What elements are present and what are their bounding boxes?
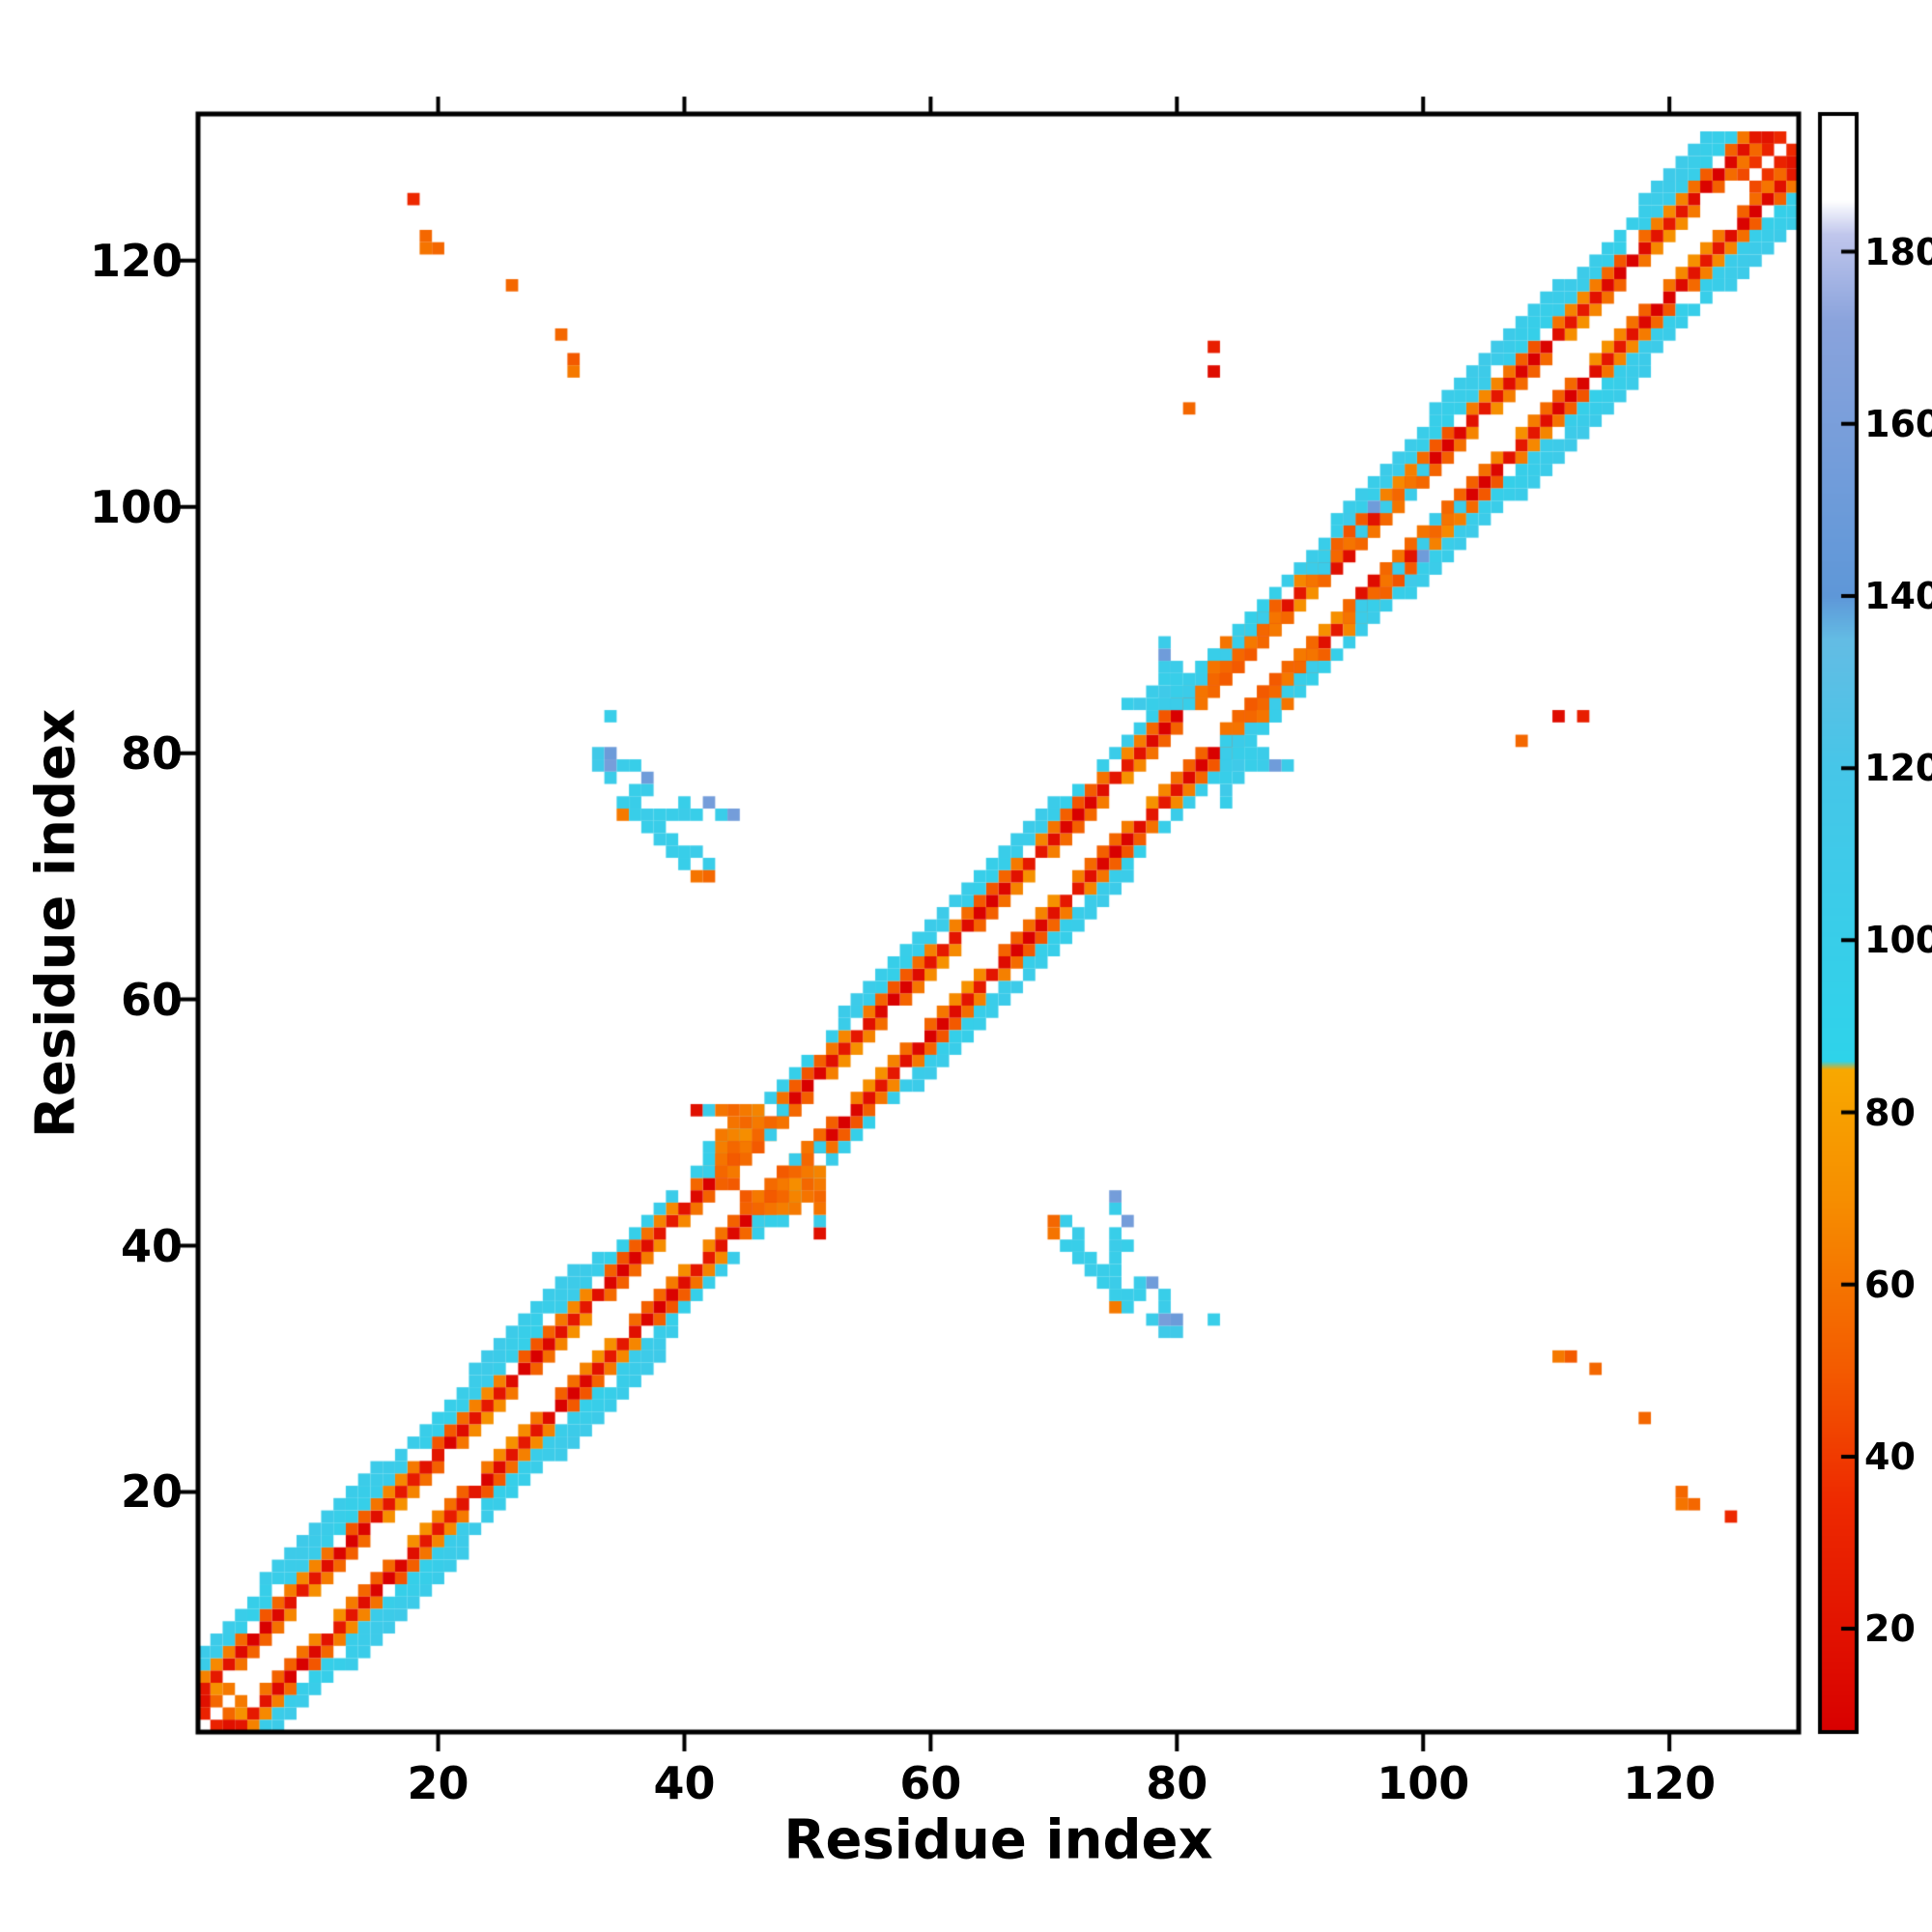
x-tick-label: 120 (1623, 1757, 1717, 1809)
colorbar-tick-label: 60 (1864, 1263, 1916, 1306)
x-axis-label: Residue index (783, 1808, 1213, 1872)
x-tick-label: 40 (653, 1757, 716, 1809)
colorbar-tick-label: 20 (1864, 1607, 1916, 1651)
x-tick-label: 100 (1377, 1757, 1470, 1809)
x-tick-label: 80 (1146, 1757, 1208, 1809)
y-tick-label: 80 (120, 726, 183, 780)
colorbar-tick-label: 80 (1864, 1091, 1916, 1134)
colorbar-tick-label: 120 (1864, 747, 1932, 790)
colorbar-tick-label: 160 (1864, 402, 1932, 445)
x-tick-label: 20 (407, 1757, 469, 1809)
colorbar-tick-label: 100 (1864, 919, 1932, 962)
colorbar-tick-label: 180 (1864, 230, 1932, 273)
y-tick-label: 60 (120, 973, 183, 1026)
y-axis-label: Residue index (24, 708, 88, 1138)
y-tick-label: 120 (89, 234, 183, 287)
colorbar-tick-label: 40 (1864, 1435, 1916, 1478)
y-tick-label: 20 (120, 1465, 183, 1519)
y-tick-label: 40 (120, 1219, 183, 1272)
x-tick-label: 60 (899, 1757, 962, 1809)
colorbar-tick-label: 140 (1864, 574, 1932, 617)
y-tick-label: 100 (89, 480, 183, 533)
